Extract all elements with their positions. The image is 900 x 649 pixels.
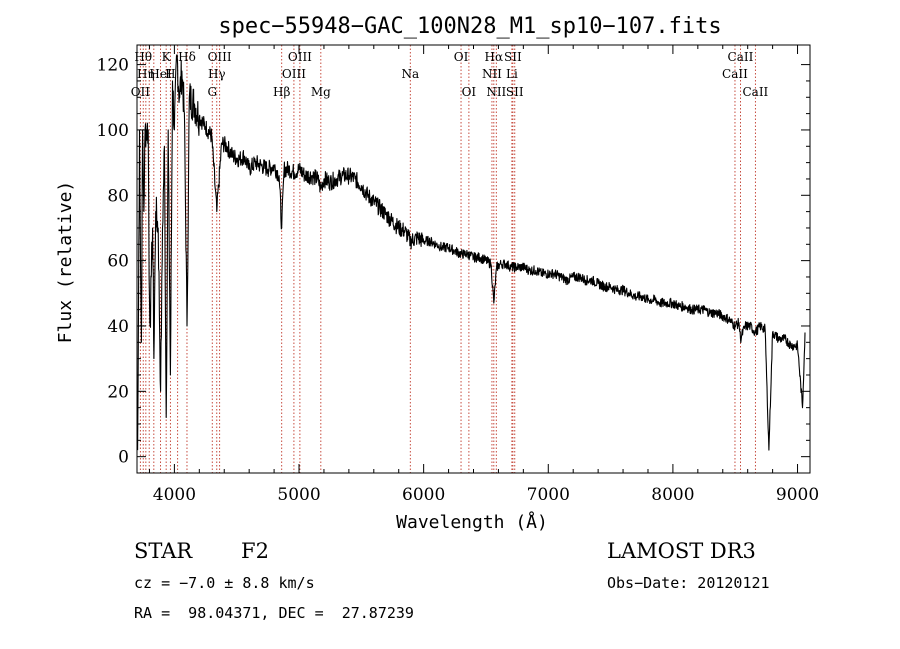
x-tick-label-5000: 5000 [277, 485, 320, 505]
marker-label-25: SII [506, 85, 524, 99]
survey-name: LAMOST DR3 [607, 539, 756, 563]
marker-label-17: Na [401, 67, 419, 81]
object-subclass: F2 [241, 539, 269, 563]
marker-label-21: Hα [485, 50, 504, 64]
y-tick-label-120: 120 [97, 56, 129, 76]
marker-label-9: Hδ [178, 50, 196, 64]
redshift-cz: cz = −7.0 ± 8.8 km/s [134, 574, 315, 592]
marker-label-20: NII [482, 67, 502, 81]
marker-label-26: CaII [722, 67, 748, 81]
marker-label-19: OI [462, 85, 477, 99]
marker-label-0: OII [131, 85, 151, 99]
marker-label-2: Hη [137, 67, 155, 81]
x-axis-label: Wavelength (Å) [396, 511, 548, 533]
marker-label-16: Mg [311, 85, 331, 99]
chart-title: spec−55948−GAC_100N28_M1_sp10−107.fits [218, 14, 721, 39]
x-tick-label-9000: 9000 [776, 485, 819, 505]
object-class: STAR [134, 539, 193, 563]
y-tick-label-80: 80 [107, 186, 129, 206]
y-tick-label-60: 60 [107, 252, 129, 272]
y-axis-label: Flux (relative) [55, 181, 76, 344]
marker-label-15: OIII [288, 50, 312, 64]
marker-label-1: Hθ [134, 50, 152, 64]
marker-label-14: OIII [282, 67, 306, 81]
marker-label-12: OIII [208, 50, 232, 64]
marker-label-23: Li [506, 67, 518, 81]
marker-label-13: Hβ [273, 85, 290, 99]
spectrum-line [137, 54, 806, 451]
x-tick-label-6000: 6000 [402, 485, 445, 505]
y-tick-label-20: 20 [107, 382, 129, 402]
marker-label-7: H [165, 67, 175, 81]
y-tick-label-0: 0 [118, 448, 129, 468]
marker-label-18: OI [454, 50, 469, 64]
y-tick-label-40: 40 [107, 317, 129, 337]
marker-label-27: CaII [728, 50, 754, 64]
marker-label-10: G [207, 85, 217, 99]
marker-label-5: HeI [149, 67, 172, 81]
x-tick-label-4000: 4000 [153, 485, 196, 505]
x-tick-label-8000: 8000 [651, 485, 694, 505]
marker-label-6: K [162, 50, 172, 64]
line-markers [139, 45, 756, 473]
observation-date: Obs−Date: 20120121 [607, 574, 770, 592]
marker-label-11: Hγ [208, 67, 226, 81]
ra-dec: RA = 98.04371, DEC = 27.87239 [134, 604, 414, 622]
x-tick-label-7000: 7000 [527, 485, 570, 505]
marker-label-24: SII [504, 50, 522, 64]
x-axis: 4000 5000 6000 7000 8000 9000 [148, 45, 819, 505]
marker-label-28: CaII [742, 85, 768, 99]
y-axis: 0 20 40 60 80 100 120 [97, 56, 810, 468]
y-tick-label-100: 100 [97, 121, 129, 141]
marker-label-22: NII [486, 85, 506, 99]
